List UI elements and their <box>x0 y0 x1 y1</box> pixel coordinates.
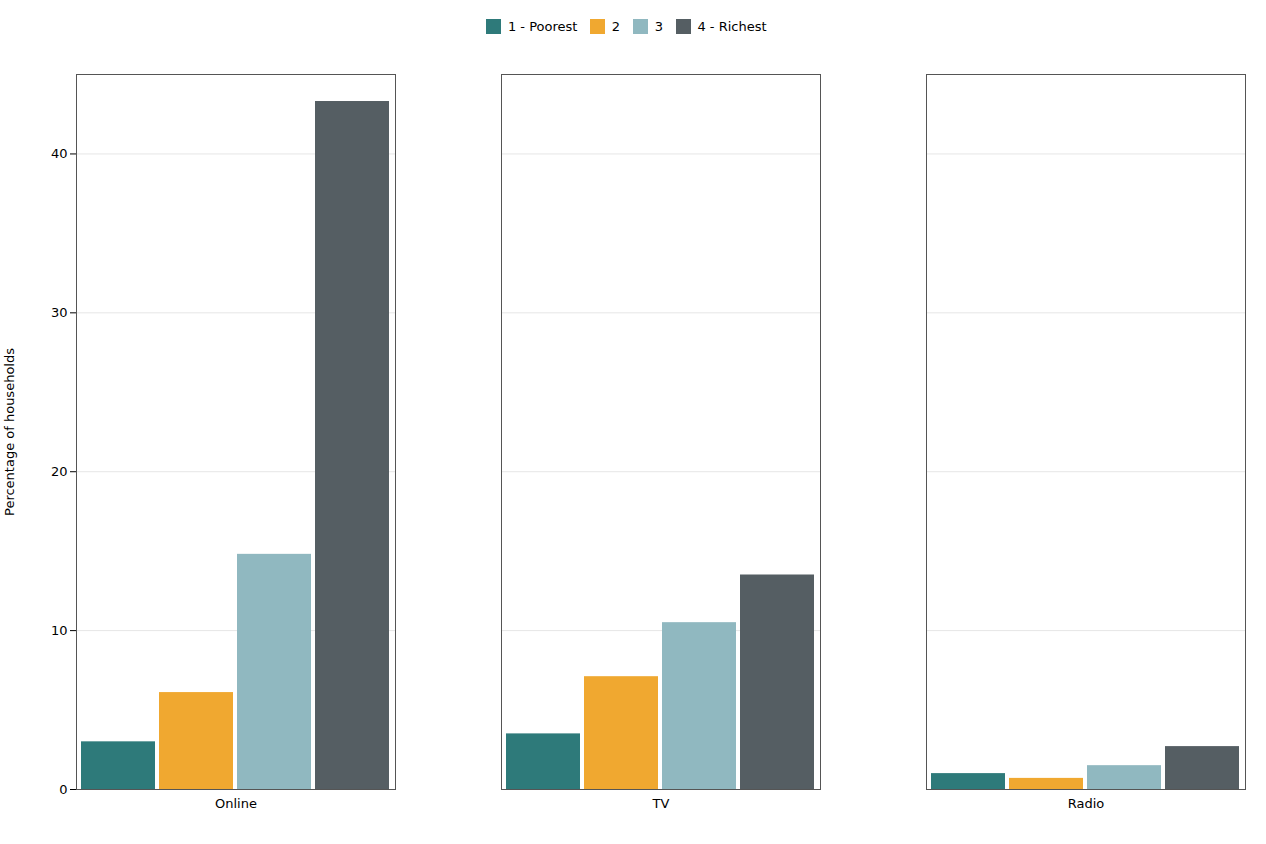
svg-text:Radio: Radio <box>1068 795 1105 810</box>
html-text:1 - Poorest: 1 - Poorest <box>507 19 578 34</box>
html-text:3: 3 <box>654 19 663 34</box>
svg-text:40: 40 <box>51 146 68 161</box>
svg-text:20: 20 <box>51 463 68 478</box>
svg-text:10: 10 <box>51 622 68 637</box>
svg-text:30: 30 <box>51 304 68 319</box>
html-text:2: 2 <box>611 19 621 34</box>
html-text:4 - Richest: 4 - Richest <box>697 19 767 34</box>
svg-text:Percentage of households: Percentage of households <box>2 347 17 515</box>
svg-text:Online: Online <box>215 795 257 810</box>
svg-text:TV: TV <box>652 795 670 810</box>
svg-text:0: 0 <box>59 781 67 796</box>
